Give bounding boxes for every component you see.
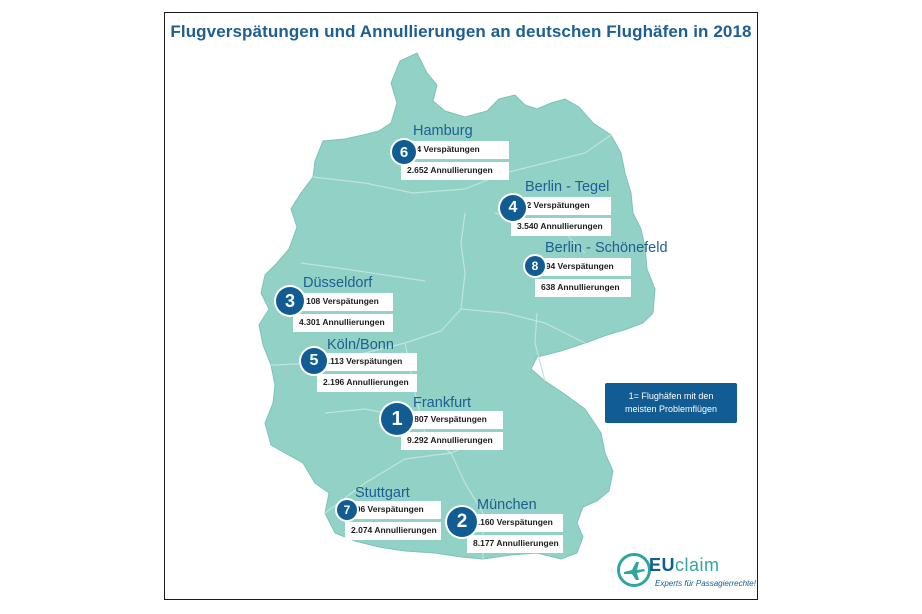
rank-badge-duesseldorf: 3 xyxy=(276,287,304,315)
rank-badge-hamburg: 6 xyxy=(392,140,416,164)
rank-badge-berlin-tegel: 4 xyxy=(500,195,526,221)
airport-name-berlin-tegel: Berlin - Tegel xyxy=(525,179,610,195)
cancellations-box-berlin-schoenefeld: 638 Annullierungen xyxy=(535,279,631,297)
cancellations-box-hamburg: 2.652 Annullierungen xyxy=(401,162,509,180)
cancellations-box-duesseldorf: 4.301 Annullierungen xyxy=(293,314,393,332)
logo-brand-claim: claim xyxy=(675,555,720,575)
airplane-icon xyxy=(617,553,651,587)
germany-outline xyxy=(258,52,656,560)
delays-box-hamburg: 444 Verspätungen xyxy=(401,141,509,159)
legend-box: 1= Flughäfen mit den meisten Problemflüg… xyxy=(605,383,737,423)
euclaim-logo: EUclaim Experts für Passagierrechte! xyxy=(615,549,756,599)
airport-name-stuttgart: Stuttgart xyxy=(355,485,410,501)
rank-badge-berlin-schoenefeld: 8 xyxy=(525,256,545,276)
airport-name-frankfurt: Frankfurt xyxy=(413,395,472,411)
airport-name-duesseldorf: Düsseldorf xyxy=(303,275,373,291)
rank-badge-frankfurt: 1 xyxy=(381,403,413,435)
cancellations-box-muenchen: 8.177 Annullierungen xyxy=(467,535,563,553)
delays-box-berlin-tegel: 572 Verspätungen xyxy=(511,197,611,215)
delays-box-duesseldorf: 1.108 Verspätungen xyxy=(293,293,393,311)
airport-name-muenchen: München xyxy=(477,497,537,513)
rank-badge-muenchen: 2 xyxy=(447,507,477,537)
map-title: Flugverspätungen und Annullierungen an d… xyxy=(170,22,752,41)
logo-tagline: Experts für Passagierrechte! xyxy=(655,579,756,588)
delays-box-stuttgart: 506 Verspätungen xyxy=(345,501,441,519)
delays-box-berlin-schoenefeld: 494 Verspätungen xyxy=(535,258,631,276)
cancellations-box-frankfurt: 9.292 Annullierungen xyxy=(401,432,503,450)
delays-box-muenchen: 1.160 Verspätungen xyxy=(467,514,563,532)
rank-badge-koeln-bonn: 5 xyxy=(301,348,327,374)
rank-badge-stuttgart: 7 xyxy=(337,500,357,520)
cancellations-box-stuttgart: 2.074 Annullierungen xyxy=(345,522,441,540)
airport-name-hamburg: Hamburg xyxy=(413,123,473,139)
logo-brand: EUclaim xyxy=(649,555,720,576)
cancellations-box-koeln-bonn: 2.196 Annullierungen xyxy=(317,374,417,392)
germany-map xyxy=(258,52,656,560)
airport-name-koeln-bonn: Köln/Bonn xyxy=(327,337,394,353)
delays-box-frankfurt: 1.807 Verspätungen xyxy=(401,411,503,429)
cancellations-box-berlin-tegel: 3.540 Annullierungen xyxy=(511,218,611,236)
airport-name-berlin-schoenefeld: Berlin - Schönefeld xyxy=(545,240,668,256)
logo-brand-eu: EU xyxy=(649,555,676,575)
map-frame: Flugverspätungen und Annullierungen an d… xyxy=(164,12,758,600)
legend-line-1: 1= Flughäfen mit den xyxy=(628,391,714,401)
delays-box-koeln-bonn: 1.113 Verspätungen xyxy=(317,353,417,371)
legend-line-2: meisten Problemflügen xyxy=(624,404,718,414)
